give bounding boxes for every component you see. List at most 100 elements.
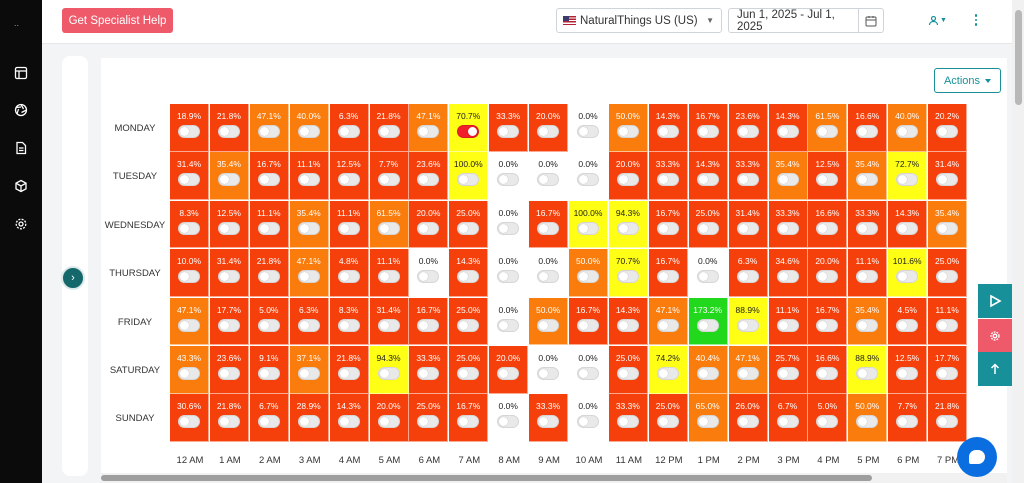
cell-toggle[interactable] <box>457 318 480 332</box>
cell-toggle[interactable] <box>776 173 799 187</box>
cell-toggle[interactable] <box>178 221 200 235</box>
cell-toggle[interactable] <box>217 270 240 284</box>
cell-toggle[interactable] <box>337 318 360 332</box>
cell-toggle[interactable] <box>577 318 599 332</box>
cell-toggle[interactable] <box>856 270 879 284</box>
cell-toggle[interactable] <box>816 173 839 187</box>
gear-icon[interactable] <box>14 217 28 231</box>
cell-toggle[interactable] <box>776 125 799 138</box>
cell-toggle[interactable] <box>696 415 719 429</box>
cell-toggle[interactable] <box>178 415 200 429</box>
cell-toggle[interactable] <box>856 318 879 332</box>
cell-toggle[interactable] <box>178 367 200 380</box>
cell-toggle[interactable] <box>178 173 200 187</box>
cell-toggle[interactable] <box>217 415 240 429</box>
horizontal-scrollbar[interactable] <box>101 473 1007 483</box>
cell-toggle[interactable] <box>856 125 879 138</box>
cell-toggle[interactable] <box>178 270 200 284</box>
cell-toggle[interactable] <box>616 270 639 284</box>
cell-toggle[interactable] <box>457 367 480 380</box>
cell-toggle[interactable] <box>457 125 480 138</box>
cell-toggle[interactable] <box>457 270 480 284</box>
cell-toggle[interactable] <box>297 415 320 429</box>
cell-toggle[interactable] <box>537 367 560 380</box>
cell-toggle[interactable] <box>337 367 360 380</box>
cell-toggle[interactable] <box>696 221 719 235</box>
cell-toggle[interactable] <box>936 173 959 187</box>
cell-toggle[interactable] <box>537 125 560 138</box>
cell-toggle[interactable] <box>896 318 919 332</box>
cell-toggle[interactable] <box>497 367 520 380</box>
cell-toggle[interactable] <box>257 318 280 332</box>
cell-toggle[interactable] <box>417 318 440 332</box>
cell-toggle[interactable] <box>896 415 919 429</box>
more-options-button[interactable] <box>971 12 981 28</box>
play-button[interactable] <box>978 284 1012 318</box>
cell-toggle[interactable] <box>656 125 679 138</box>
get-specialist-help-button[interactable]: Get Specialist Help <box>62 8 173 33</box>
cell-toggle[interactable] <box>297 318 320 332</box>
cell-toggle[interactable] <box>217 125 240 138</box>
cell-toggle[interactable] <box>257 367 280 380</box>
cell-toggle[interactable] <box>257 173 280 187</box>
cell-toggle[interactable] <box>217 173 240 187</box>
cell-toggle[interactable] <box>377 415 400 429</box>
cell-toggle[interactable] <box>417 221 440 235</box>
cell-toggle[interactable] <box>896 221 919 235</box>
cell-toggle[interactable] <box>178 125 200 138</box>
cell-toggle[interactable] <box>696 318 719 332</box>
cell-toggle[interactable] <box>257 415 280 429</box>
cell-toggle[interactable] <box>656 173 679 187</box>
cell-toggle[interactable] <box>736 415 759 429</box>
cell-toggle[interactable] <box>616 173 639 187</box>
cell-toggle[interactable] <box>656 221 679 235</box>
cell-toggle[interactable] <box>337 415 360 429</box>
cell-toggle[interactable] <box>776 221 799 235</box>
scroll-top-button[interactable] <box>978 352 1012 386</box>
cell-toggle[interactable] <box>656 270 679 284</box>
vertical-scrollbar-thumb[interactable] <box>1015 10 1022 105</box>
cell-toggle[interactable] <box>816 367 839 380</box>
cell-toggle[interactable] <box>457 173 480 187</box>
cell-toggle[interactable] <box>217 221 240 235</box>
store-select[interactable]: NaturalThings US (US) ▼ <box>556 8 722 33</box>
cell-toggle[interactable] <box>816 270 839 284</box>
cell-toggle[interactable] <box>856 221 879 235</box>
cell-toggle[interactable] <box>896 125 919 138</box>
cell-toggle[interactable] <box>377 270 400 284</box>
cell-toggle[interactable] <box>816 125 839 138</box>
cell-toggle[interactable] <box>417 415 440 429</box>
cell-toggle[interactable] <box>616 318 639 332</box>
cell-toggle[interactable] <box>497 221 520 235</box>
cell-toggle[interactable] <box>856 173 879 187</box>
actions-button[interactable]: Actions <box>934 68 1001 93</box>
cell-toggle[interactable] <box>776 318 799 332</box>
cell-toggle[interactable] <box>257 221 280 235</box>
settings-float-button[interactable] <box>978 319 1012 353</box>
chat-button[interactable] <box>957 437 997 477</box>
cell-toggle[interactable] <box>696 173 719 187</box>
cell-toggle[interactable] <box>656 367 679 380</box>
cell-toggle[interactable] <box>816 221 839 235</box>
cell-toggle[interactable] <box>497 318 520 332</box>
cell-toggle[interactable] <box>417 270 440 284</box>
cell-toggle[interactable] <box>776 415 799 429</box>
cell-toggle[interactable] <box>297 173 320 187</box>
cell-toggle[interactable] <box>337 221 360 235</box>
cell-toggle[interactable] <box>816 318 839 332</box>
cell-toggle[interactable] <box>537 221 560 235</box>
expand-panel-button[interactable]: › <box>61 266 85 290</box>
cell-toggle[interactable] <box>736 125 759 138</box>
cell-toggle[interactable] <box>577 415 599 429</box>
cell-toggle[interactable] <box>896 173 919 187</box>
cell-toggle[interactable] <box>217 367 240 380</box>
cell-toggle[interactable] <box>616 221 639 235</box>
cell-toggle[interactable] <box>776 367 799 380</box>
cell-toggle[interactable] <box>936 221 959 235</box>
cell-toggle[interactable] <box>936 270 959 284</box>
cell-toggle[interactable] <box>936 367 959 380</box>
user-menu-button[interactable]: ▼ <box>928 12 952 28</box>
cell-toggle[interactable] <box>577 270 599 284</box>
cell-toggle[interactable] <box>337 173 360 187</box>
horizontal-scrollbar-thumb[interactable] <box>101 475 872 481</box>
